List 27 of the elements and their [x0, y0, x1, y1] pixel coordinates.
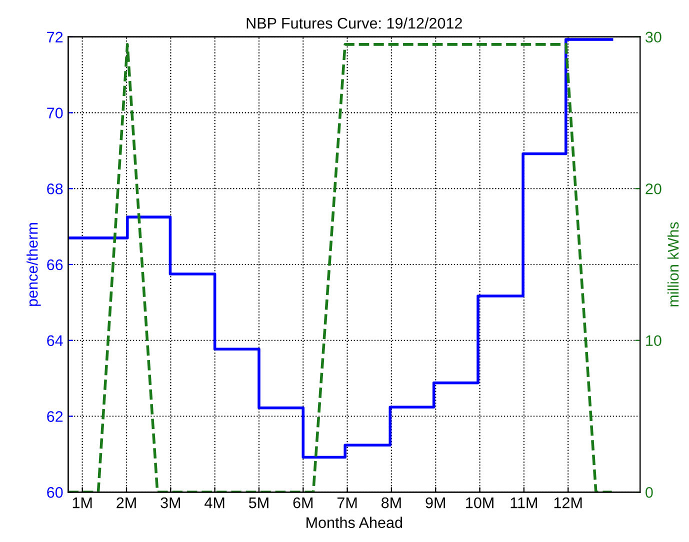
- y-tick-label: 64: [47, 335, 63, 346]
- x-tick-label: 9M: [426, 497, 445, 508]
- x-tick-label: 11M: [510, 498, 537, 508]
- y-tick-label: 66: [47, 259, 63, 270]
- chart-title: NBP Futures Curve: 19/12/2012: [246, 17, 462, 29]
- x-axis-title: Months Ahead: [306, 516, 402, 528]
- y-tick-label: 68: [47, 183, 63, 194]
- x-tick-label: 4M: [204, 498, 224, 508]
- y2-tick-label: 30: [646, 32, 662, 43]
- y2-axis-title: million kWhs: [667, 222, 679, 306]
- x-tick-label: 2M: [116, 497, 136, 508]
- y-tick-label: 60: [47, 487, 63, 498]
- x-tick-label: 7M: [337, 498, 357, 508]
- y-tick-label: 70: [47, 108, 63, 118]
- y2-tick-label: 20: [646, 183, 662, 194]
- y-tick-label: 72: [47, 32, 63, 42]
- x-tick-label: 3M: [160, 497, 180, 508]
- x-tick-label: 12M: [554, 497, 582, 508]
- x-tick-label: 10M: [466, 497, 494, 508]
- x-tick-label: 5M: [248, 498, 268, 508]
- x-tick-label: 1M: [72, 498, 92, 508]
- y-tick-label: 62: [47, 411, 63, 422]
- y-axis-title: pence/therm: [26, 223, 41, 306]
- y2-tick-label: 10: [646, 335, 662, 346]
- x-tick-label: 8M: [382, 497, 401, 508]
- y2-tick-label: 0: [646, 487, 653, 498]
- x-tick-label: 6M: [293, 497, 312, 508]
